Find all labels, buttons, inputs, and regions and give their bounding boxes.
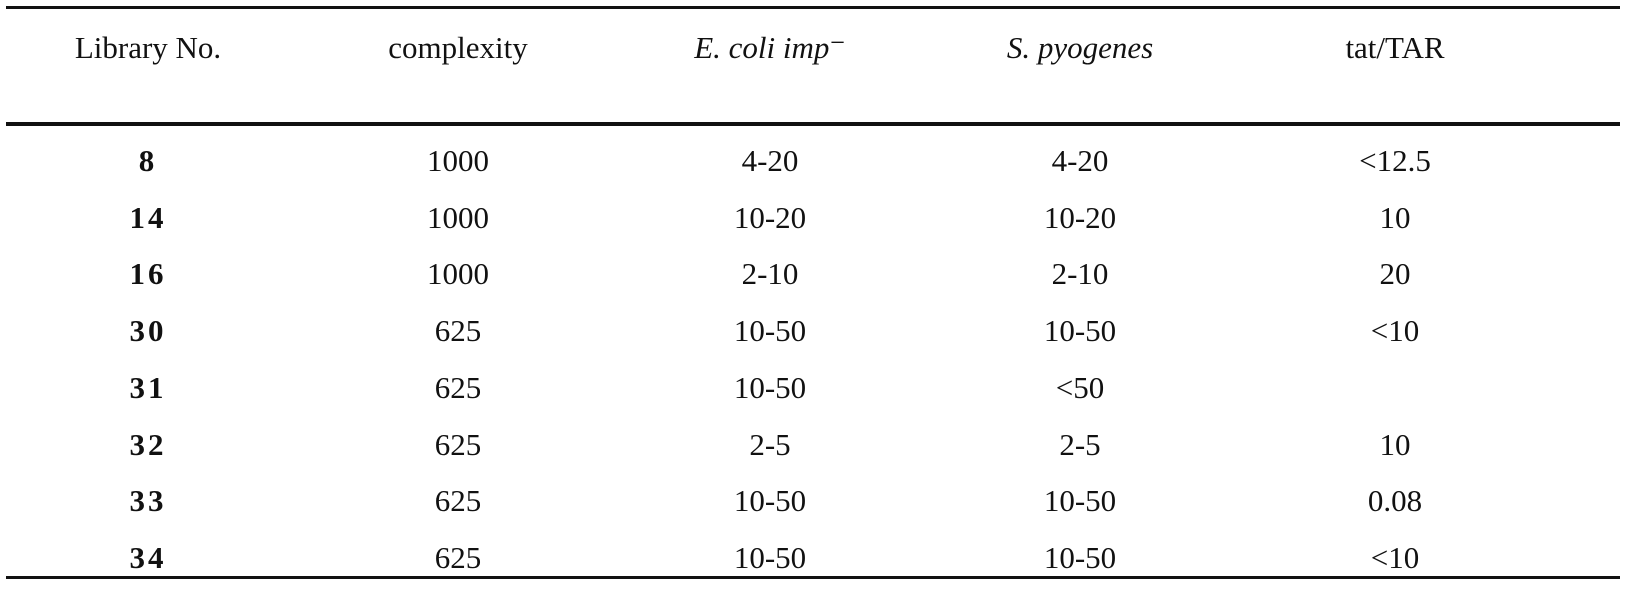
table-cell: 10-50 [1043,539,1117,575]
table-cell: 4-20 [741,143,799,178]
table-cell: 4-20 [1051,143,1109,178]
table-cell: 2-10 [741,256,799,292]
table-cell: 625 [434,369,482,405]
column-header: S. pyogenes [1006,30,1154,65]
table-cell: 10-50 [733,369,807,405]
table-cell: 2-10 [1051,256,1109,292]
table-cell: 625 [434,539,482,575]
table-cell: 10-20 [733,199,807,235]
table-cell: 2-5 [1059,426,1101,462]
column-header: complexity [388,30,528,65]
table-cell: 625 [434,483,482,519]
table-cell: 1000 [427,199,489,235]
table-cell: 625 [434,426,482,462]
column-header: Library No. [74,30,222,65]
row-label: 31 [129,369,167,405]
row-label: 30 [129,313,167,349]
bottom-rule [6,576,1620,579]
top-rule [6,6,1620,9]
header-rule [6,122,1620,126]
table-cell: 10 [1379,199,1411,235]
table-cell: <10 [1370,539,1420,575]
row-label: 8 [138,143,158,178]
row-label: 32 [129,426,167,462]
table-cell: <12.5 [1359,143,1431,178]
table-cell: 10-50 [733,313,807,349]
table-cell: <50 [1055,369,1105,405]
table-cell: 10 [1379,426,1411,462]
table-cell: 20 [1379,256,1411,292]
column-header: tat/TAR [1345,30,1445,65]
column-header: E. coli imp⁻ [694,30,846,65]
table-cell: 1000 [427,143,489,178]
table-cell: 0.08 [1367,483,1423,519]
row-label: 33 [129,483,167,519]
row-label: 16 [129,256,167,292]
table-cell: 10-20 [1043,199,1117,235]
table-cell: 10-50 [733,539,807,575]
table-cell: 10-50 [1043,313,1117,349]
row-label: 14 [129,199,167,235]
table-cell: 10-50 [733,483,807,519]
table-cell: 625 [434,313,482,349]
table-cell: <10 [1370,313,1420,349]
table-cell: 2-5 [749,426,791,462]
row-label: 34 [129,539,167,575]
table-cell: 1000 [427,256,489,292]
table-cell: 10-50 [1043,483,1117,519]
